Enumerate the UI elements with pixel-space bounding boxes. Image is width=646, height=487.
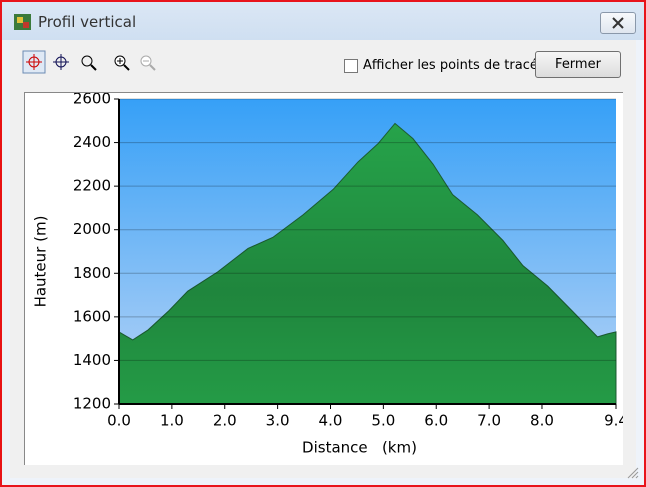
x-axis-label: Distance (km) xyxy=(302,439,417,457)
app-icon xyxy=(14,14,31,30)
y-tick-label: 2600 xyxy=(73,93,111,108)
x-tick-label: 6.0 xyxy=(424,412,448,430)
toolbar xyxy=(22,50,156,74)
y-tick-label: 2200 xyxy=(73,177,111,195)
checkbox[interactable] xyxy=(344,59,358,73)
y-axis-label: Hauteur (m) xyxy=(32,216,50,308)
tool-zoom-out[interactable] xyxy=(140,55,156,71)
close-button[interactable]: Fermer xyxy=(535,51,621,78)
x-tick-label: 8.0 xyxy=(530,412,554,430)
x-tick-label: 2.0 xyxy=(213,412,237,430)
tool-zoom-in[interactable] xyxy=(114,55,130,71)
y-tick-label: 1400 xyxy=(73,351,111,369)
x-tick-label: 4.0 xyxy=(319,412,343,430)
window-title: Profil vertical xyxy=(38,13,137,31)
x-tick-label: 0.0 xyxy=(107,412,131,430)
y-tick-label: 2000 xyxy=(73,220,111,238)
chart-panel: 1200 1400 1600 1800 2000 2200 2400 2600 0.0 1.0 2.… xyxy=(24,92,623,465)
checkbox-label[interactable]: Afficher les points de tracé xyxy=(363,58,538,73)
tool-zoom-rect[interactable] xyxy=(81,55,97,71)
resize-grip[interactable] xyxy=(626,466,640,480)
close-window[interactable] xyxy=(600,12,636,34)
y-tick-label: 2400 xyxy=(73,133,111,151)
y-tick-label: 1600 xyxy=(73,307,111,325)
tool-crosshair-blue[interactable] xyxy=(53,54,69,70)
area-shade xyxy=(119,123,616,405)
y-tick-label: 1200 xyxy=(73,395,111,413)
x-tick-label: 1.0 xyxy=(160,412,184,430)
title-bar: Profil vertical xyxy=(2,2,644,40)
chart: 1200 1400 1600 1800 2000 2200 2400 2600 0.0 1.0 2.… xyxy=(32,93,624,457)
x-tick-label: 3.0 xyxy=(266,412,290,430)
x-tick-label: 9.4 xyxy=(604,412,623,430)
x-tick-label: 7.0 xyxy=(477,412,501,430)
y-tick-label: 1800 xyxy=(73,264,111,282)
x-tick-label: 5.0 xyxy=(371,412,395,430)
close-icon xyxy=(612,17,624,29)
